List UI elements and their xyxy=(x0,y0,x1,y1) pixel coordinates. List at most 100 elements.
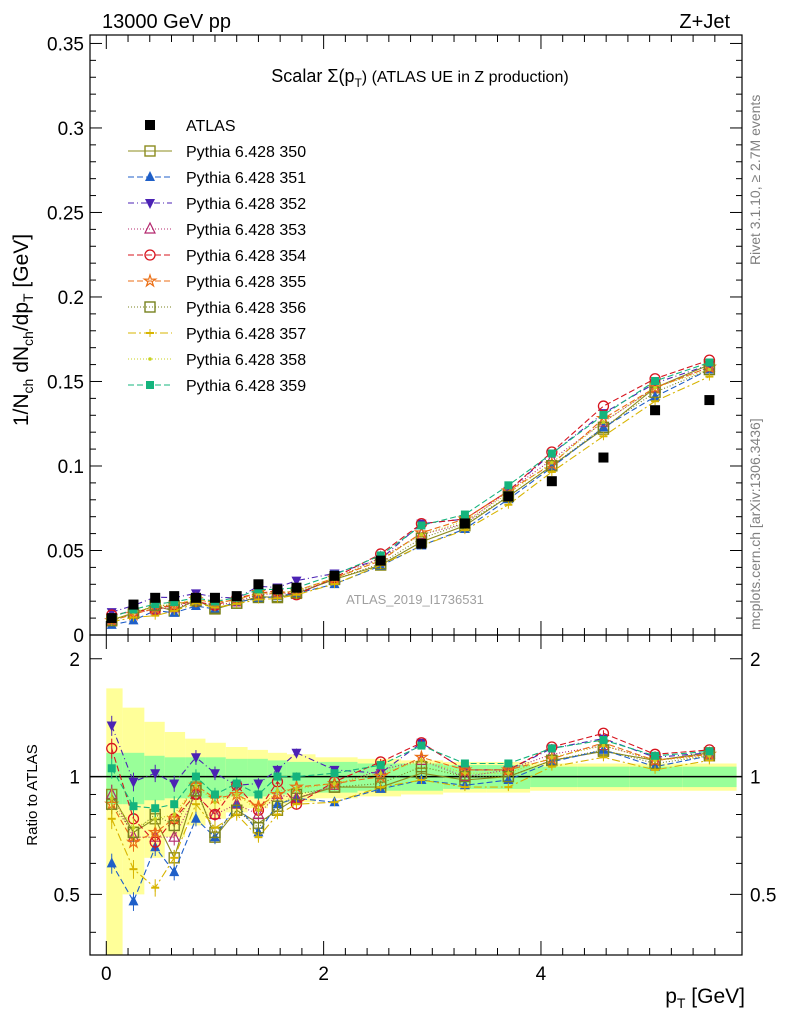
y-tick-label: 0.35 xyxy=(47,34,84,55)
data-point xyxy=(598,452,609,463)
marker-shape xyxy=(275,788,280,793)
marker-shape xyxy=(705,358,714,367)
marker-shape xyxy=(550,755,554,760)
y-tick-label: 0.15 xyxy=(47,372,84,393)
main-plot xyxy=(104,354,718,629)
ratio-point xyxy=(172,812,177,817)
ratio-point xyxy=(506,771,511,776)
ratio-point xyxy=(292,772,301,781)
marker-shape xyxy=(419,532,424,537)
ratio-point xyxy=(332,781,337,786)
marker-shape xyxy=(256,808,261,813)
legend-marker xyxy=(146,329,154,337)
series-point xyxy=(651,376,660,385)
ratio-band-outer xyxy=(106,688,123,955)
data-point xyxy=(231,591,242,602)
marker-shape xyxy=(131,825,136,830)
marker-shape xyxy=(550,460,554,465)
marker-shape xyxy=(705,747,714,756)
ratio-point xyxy=(651,751,660,760)
ratio-point xyxy=(705,747,714,756)
marker-shape xyxy=(106,721,117,732)
ratio-point xyxy=(168,829,181,842)
data-point xyxy=(190,592,201,603)
analysis-watermark: ATLAS_2019_I1736531 xyxy=(346,592,484,607)
marker-shape xyxy=(503,491,514,502)
ratio-tick-label-right: 0.5 xyxy=(750,885,776,906)
series-point xyxy=(547,449,556,458)
plot-title-head: Scalar Σ(p xyxy=(271,66,354,86)
marker-shape xyxy=(172,812,177,817)
marker-shape xyxy=(376,551,385,560)
series-point xyxy=(170,606,179,615)
marker-shape xyxy=(272,765,283,776)
ratio-point xyxy=(213,800,217,805)
ratio-point xyxy=(129,865,138,874)
marker-shape xyxy=(107,764,116,773)
ratio-point xyxy=(106,857,117,868)
ratio-point xyxy=(125,834,142,849)
marker-shape xyxy=(144,301,156,313)
marker-shape xyxy=(650,390,661,401)
x-axis-label-head: p xyxy=(665,985,677,1008)
marker-shape xyxy=(272,584,283,595)
marker-shape xyxy=(145,120,155,130)
series-point xyxy=(151,611,160,620)
series-line-5 xyxy=(111,366,710,622)
ratio-point xyxy=(253,779,264,790)
series-point xyxy=(129,613,138,622)
ratio-point xyxy=(417,741,426,750)
marker-shape xyxy=(601,420,606,424)
ratio-point xyxy=(109,796,114,801)
ratio-point xyxy=(599,736,608,745)
data-point xyxy=(503,491,514,502)
marker-shape xyxy=(210,790,219,799)
marker-shape xyxy=(460,510,469,519)
series-point xyxy=(599,410,608,419)
marker-shape xyxy=(142,272,158,288)
ratio-point xyxy=(106,742,118,755)
marker-shape xyxy=(292,772,301,781)
ratio-band-inner xyxy=(144,755,165,801)
marker-shape xyxy=(191,772,200,781)
ratio-point xyxy=(210,823,219,832)
ratio-point xyxy=(547,744,556,753)
ratio-point xyxy=(106,721,117,732)
ratio-band-inner xyxy=(106,752,123,805)
ratio-tick-label-right: 1 xyxy=(750,768,761,789)
marker-shape xyxy=(145,171,155,181)
marker-shape xyxy=(291,576,302,587)
marker-shape xyxy=(252,807,265,820)
marker-shape xyxy=(151,804,160,813)
legend-label: Pythia 6.428 356 xyxy=(186,300,306,317)
ratio-point xyxy=(419,758,424,763)
marker-shape xyxy=(650,405,661,416)
mcplots-label: mcplots.cern.ch [arXiv:1306.3436] xyxy=(747,418,763,630)
series-point xyxy=(550,460,554,465)
marker-shape xyxy=(504,481,513,490)
ratio-point xyxy=(504,783,513,792)
marker-shape xyxy=(329,570,340,581)
ratio-point xyxy=(209,769,220,780)
marker-shape xyxy=(598,452,609,463)
marker-shape xyxy=(147,824,163,839)
y-tick-label: 0.05 xyxy=(47,541,84,562)
marker-shape xyxy=(419,758,424,763)
marker-shape xyxy=(460,759,469,768)
ratio-point xyxy=(194,783,198,788)
legend-label: Pythia 6.428 350 xyxy=(186,144,306,161)
ratio-point xyxy=(232,810,241,819)
marker-shape xyxy=(144,145,156,157)
series-line-6 xyxy=(111,368,710,622)
y-tick-label: 0.2 xyxy=(58,288,84,309)
ratio-frame xyxy=(89,634,743,956)
legend-marker xyxy=(144,221,156,234)
data-point xyxy=(128,599,139,610)
series-point xyxy=(705,372,714,381)
x-axis-label: pT [GeV] xyxy=(665,985,745,1011)
marker-shape xyxy=(330,769,339,778)
data-point xyxy=(209,592,220,603)
ratio-point xyxy=(190,753,201,764)
marker-shape xyxy=(190,753,201,764)
ratio-point xyxy=(129,802,138,811)
